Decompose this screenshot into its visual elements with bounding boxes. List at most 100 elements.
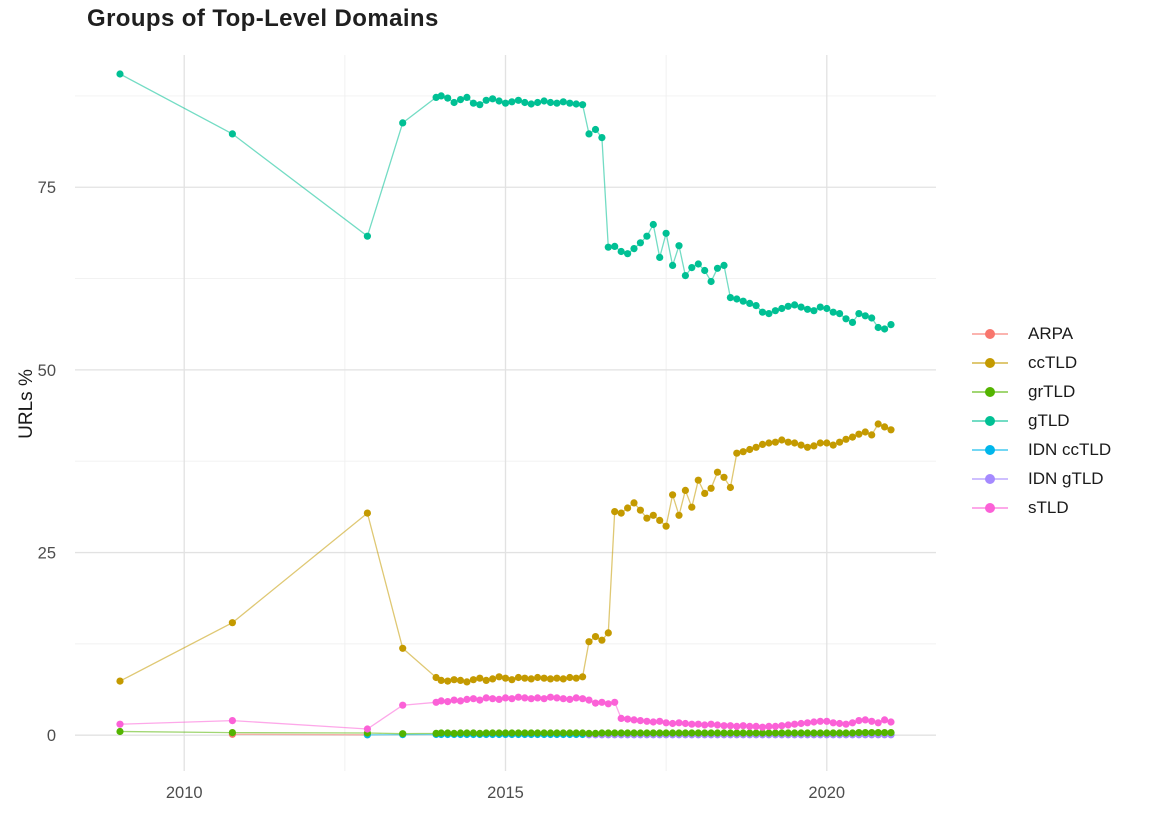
series-point-ccTLD: [656, 516, 664, 525]
series-point-gTLD: [656, 253, 664, 261]
legend-dot-icon: [985, 357, 995, 368]
series-point-ccTLD: [848, 433, 857, 441]
series-point-sTLD: [546, 693, 555, 701]
series-point-sTLD: [604, 700, 612, 708]
series-point-ccTLD: [617, 509, 625, 517]
series-point-grTLD: [508, 729, 516, 737]
series-point-ccTLD: [765, 439, 773, 447]
series-point-sTLD: [681, 719, 690, 728]
series-point-sTLD: [527, 695, 535, 703]
legend-item-grTLD: grTLD: [972, 377, 1111, 406]
series-point-grTLD: [553, 729, 561, 737]
series-point-grTLD: [469, 729, 477, 737]
series-point-grTLD: [829, 729, 837, 737]
series-point-ccTLD: [669, 491, 677, 499]
series-point-sTLD: [566, 695, 574, 704]
series-point-sTLD: [636, 717, 645, 725]
series-point-ccTLD: [508, 676, 516, 684]
series-point-sTLD: [463, 695, 471, 704]
series-point-grTLD: [733, 729, 741, 737]
series-point-gTLD: [881, 325, 889, 333]
series-point-ccTLD: [746, 445, 754, 454]
series-point-sTLD: [797, 719, 805, 728]
series-point-sTLD: [501, 694, 510, 702]
series-point-sTLD: [771, 722, 780, 731]
series-point-sTLD: [861, 716, 869, 724]
series-point-sTLD: [540, 695, 548, 703]
series-point-sTLD: [758, 723, 767, 731]
series-point-gTLD: [116, 70, 124, 78]
series-point-ccTLD: [713, 468, 722, 476]
x-tick-label: 2020: [808, 784, 845, 802]
series-point-sTLD: [469, 695, 477, 703]
series-point-ccTLD: [797, 441, 805, 449]
series-point-sTLD: [116, 720, 124, 728]
series-point-ccTLD: [720, 473, 728, 481]
series-point-sTLD: [456, 697, 465, 705]
series-point-sTLD: [450, 696, 458, 704]
series-point-grTLD: [688, 729, 696, 737]
series-point-gTLD: [553, 99, 561, 107]
series-point-ccTLD: [476, 674, 484, 682]
series-point-ccTLD: [836, 438, 844, 446]
legend-key-icon: [972, 385, 1008, 399]
series-point-grTLD: [495, 729, 503, 737]
series-point-ccTLD: [733, 449, 741, 457]
series-point-ccTLD: [784, 438, 792, 446]
series-point-sTLD: [662, 719, 670, 727]
series-point-gTLD: [604, 243, 612, 251]
legend-dot-icon: [985, 386, 995, 397]
series-point-ccTLD: [881, 423, 889, 431]
series-point-gTLD: [489, 95, 497, 103]
series-point-grTLD: [444, 729, 452, 737]
series-point-ccTLD: [363, 509, 371, 517]
series-point-grTLD: [463, 729, 471, 737]
series-point-ccTLD: [662, 522, 670, 530]
series-point-sTLD: [842, 720, 850, 728]
series-point-gTLD: [463, 93, 471, 101]
series-point-gTLD: [501, 99, 510, 107]
series-point-ccTLD: [694, 476, 702, 484]
series-point-ccTLD: [829, 441, 837, 449]
series-point-grTLD: [527, 729, 535, 737]
series-point-grTLD: [669, 729, 677, 737]
series-point-grTLD: [713, 729, 722, 737]
series-point-gTLD: [444, 94, 452, 102]
legend-label: grTLD: [1028, 381, 1076, 401]
series-point-grTLD: [868, 729, 876, 737]
series-point-gTLD: [546, 98, 555, 107]
series-point-gTLD: [662, 229, 670, 237]
series-point-grTLD: [778, 729, 786, 737]
series-point-grTLD: [630, 729, 638, 737]
series-point-gTLD: [456, 96, 465, 104]
series-point-grTLD: [591, 729, 600, 738]
series-point-gTLD: [707, 277, 715, 286]
series-point-sTLD: [399, 701, 407, 709]
series-point-grTLD: [874, 729, 882, 737]
legend-key-icon: [972, 472, 1008, 486]
series-point-sTLD: [559, 695, 567, 703]
legend-dot-icon: [985, 444, 995, 455]
x-tick-label: 2015: [487, 784, 524, 802]
series-point-ccTLD: [228, 619, 236, 627]
series-point-sTLD: [489, 695, 497, 703]
series-point-grTLD: [662, 729, 670, 737]
series-point-sTLD: [591, 699, 600, 707]
series-point-grTLD: [810, 729, 818, 737]
series-point-ccTLD: [868, 431, 876, 439]
series-point-gTLD: [874, 323, 882, 332]
series-point-grTLD: [823, 729, 831, 737]
series-point-ccTLD: [803, 443, 812, 451]
series-point-gTLD: [566, 99, 574, 107]
series-point-grTLD: [116, 727, 124, 736]
series-point-sTLD: [803, 719, 812, 727]
series-point-grTLD: [842, 729, 850, 737]
series-point-grTLD: [534, 729, 542, 737]
series-point-gTLD: [437, 92, 445, 100]
series-point-grTLD: [437, 729, 445, 737]
series-point-gTLD: [848, 318, 857, 326]
series-point-sTLD: [508, 695, 516, 703]
series-point-gTLD: [855, 310, 863, 318]
series-point-sTLD: [765, 722, 773, 731]
series-point-grTLD: [501, 729, 510, 737]
